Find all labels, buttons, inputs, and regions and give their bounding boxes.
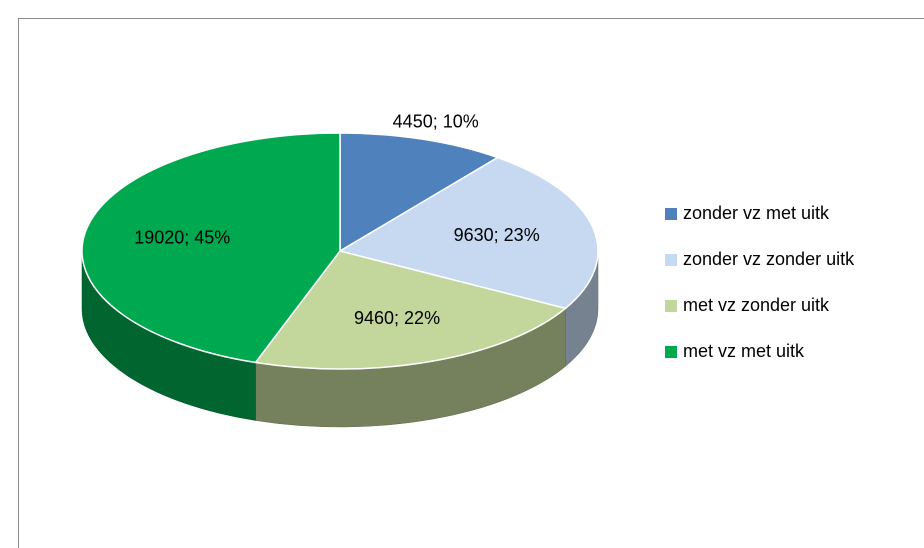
pie-slice	[81, 132, 341, 364]
legend-swatch	[665, 346, 677, 358]
pie-tops	[81, 132, 599, 370]
legend-label: zonder vz zonder uitk	[683, 249, 855, 269]
data-label: 9460; 22%	[354, 308, 440, 328]
legend: zonder vz met uitk zonder vz zonder uitk m…	[665, 203, 855, 361]
legend-label: met vz met uitk	[683, 341, 805, 361]
legend-swatch	[665, 208, 677, 220]
legend-swatch	[665, 254, 677, 266]
legend-label: met vz zonder uitk	[683, 295, 830, 315]
data-label: 4450; 10%	[393, 111, 479, 131]
pie-sides	[81, 250, 599, 428]
legend-label: zonder vz met uitk	[683, 203, 830, 223]
pie-slice	[338, 156, 599, 310]
data-label: 19020; 45%	[134, 228, 230, 248]
data-label: 9630; 23%	[454, 225, 540, 245]
pie-slice	[254, 250, 568, 370]
legend-swatch	[665, 300, 677, 312]
pie-slice	[339, 132, 500, 253]
data-labels: 4450; 10% 9630; 23% 9460; 22% 19020; 45%	[134, 111, 540, 328]
